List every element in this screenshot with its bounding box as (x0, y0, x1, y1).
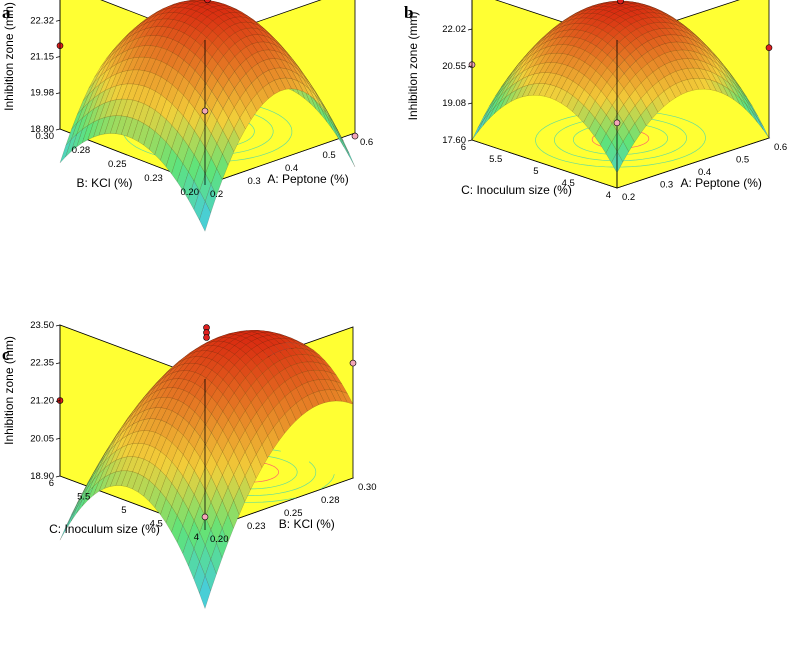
z-tick-mark (55, 92, 61, 95)
y-tick-label: 5.5 (77, 492, 90, 503)
design-point (203, 334, 210, 341)
y-tick-label: 5 (121, 505, 126, 516)
z-axis-label: Inhibition zone (mm) (2, 2, 16, 111)
y-tick-label: 4 (194, 532, 199, 543)
z-tick-label: 20.05 (30, 433, 54, 444)
z-tick-label: 22.35 (30, 358, 54, 369)
y-axis-label: B: KCl (%) (76, 176, 132, 190)
y-tick-label: 6 (49, 478, 54, 489)
z-tick-label: 19.08 (442, 98, 466, 109)
design-point (201, 513, 209, 521)
panel-letter: c (2, 345, 10, 364)
design-point (204, 0, 211, 4)
design-point (201, 107, 209, 115)
response-surface (59, 330, 354, 609)
x-tick-label: 0.4 (698, 167, 711, 178)
z-tick-mark (55, 362, 61, 365)
z-tick-mark (467, 28, 473, 31)
y-tick-label: 4.5 (150, 519, 163, 530)
x-axis-label: A: Peptone (%) (267, 172, 348, 186)
z-tick-label: 21.15 (30, 52, 54, 63)
y-tick-label: 4 (606, 190, 611, 201)
z-tick-label: 18.80 (30, 124, 54, 135)
x-tick-label: 0.3 (248, 176, 261, 187)
x-tick-label: 0.6 (774, 142, 787, 153)
y-axis-label: C: Inoculum size (%) (461, 183, 572, 197)
panel-a-chart: 18.8019.9821.1522.3223.500.20.30.40.50.6… (2, 0, 373, 232)
response-surface (59, 0, 356, 232)
panel-c-chart: 18.90 20.05 21.20 22.35 23.50 0.20 0.23 0.25 0.2… (2, 320, 377, 609)
y-tick-label: 0.25 (108, 159, 127, 170)
y-tick-label: 0.28 (72, 145, 91, 156)
z-tick-mark (55, 475, 61, 478)
y-tick-label: 5.5 (489, 154, 502, 165)
y-tick-label: 0.20 (181, 187, 200, 198)
z-tick-mark (55, 19, 61, 22)
x-tick-label: 0.23 (247, 521, 266, 532)
design-point (617, 0, 624, 5)
design-point (765, 44, 773, 52)
surface-cell (343, 143, 356, 167)
z-tick-label: 21.20 (30, 396, 54, 407)
z-tick-mark (55, 400, 61, 402)
x-axis-label: B: KCl (%) (279, 517, 335, 531)
panel-b-chart: 17.6019.0820.5522.0223.500.20.30.40.50.6… (404, 0, 787, 203)
z-axis-label: Inhibition zone (mm) (2, 336, 16, 445)
y-tick-label: 4.5 (562, 178, 575, 189)
z-tick-label: 22.02 (442, 24, 466, 35)
x-tick-label: 0.4 (285, 163, 298, 174)
panel-letter: a (2, 3, 11, 22)
x-tick-label: 0.6 (360, 137, 373, 148)
z-tick-label: 20.55 (442, 61, 466, 72)
x-tick-label: 0.28 (321, 495, 340, 506)
z-tick-label: 18.90 (30, 471, 54, 482)
x-tick-label: 0.25 (284, 508, 303, 519)
z-tick-label: 17.60 (442, 135, 466, 146)
surface-cell (71, 499, 83, 522)
x-tick-label: 0.30 (358, 482, 377, 493)
z-tick-label: 22.32 (30, 15, 54, 26)
surface-cell (199, 201, 211, 232)
x-tick-label: 0.5 (736, 155, 749, 166)
surface-cell (199, 575, 211, 609)
y-tick-label: 6 (461, 142, 466, 153)
x-tick-label: 0.20 (210, 534, 229, 545)
z-tick-mark (55, 56, 61, 58)
panel-letter: b (404, 3, 413, 22)
z-tick-mark (55, 324, 61, 327)
z-tick-mark (55, 437, 61, 440)
z-tick-mark (467, 139, 473, 142)
x-tick-label: 0.2 (210, 189, 223, 200)
response-surface (471, 0, 770, 174)
x-tick-label: 0.3 (660, 180, 673, 191)
x-tick-label: 0.2 (622, 192, 635, 203)
z-tick-mark (55, 128, 61, 131)
y-tick-label: 0.23 (144, 173, 163, 184)
design-point (351, 132, 359, 140)
z-tick-label: 23.50 (30, 320, 54, 331)
y-axis-label: C: Inoculum size (%) (49, 522, 160, 536)
z-tick-label: 19.98 (30, 88, 54, 99)
z-tick-mark (467, 65, 473, 68)
y-tick-label: 0.30 (36, 131, 55, 142)
design-point (613, 119, 621, 127)
design-point (349, 359, 357, 367)
z-tick-mark (467, 102, 473, 105)
x-axis-label: A: Peptone (%) (681, 176, 762, 190)
y-tick-label: 5 (533, 166, 538, 177)
x-tick-label: 0.5 (323, 150, 336, 161)
z-axis-label: Inhibition zone (mm) (406, 12, 420, 121)
